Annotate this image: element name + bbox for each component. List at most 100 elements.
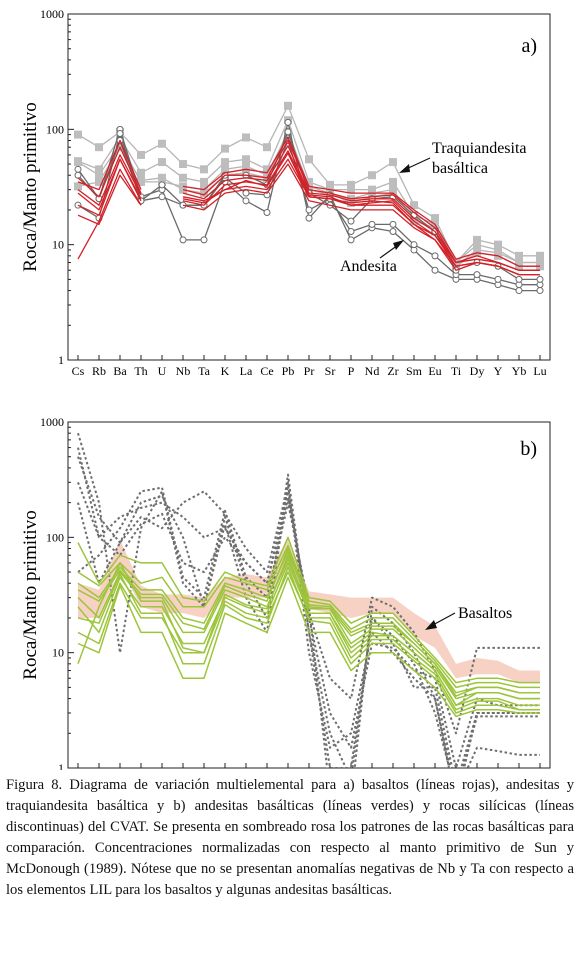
x-tick-label: Ce	[260, 364, 273, 378]
x-tick-label: Zr	[387, 364, 398, 378]
series-line-andesitas_basalticas	[77, 544, 540, 689]
point-traquiandesita	[74, 182, 82, 191]
point-traquiandesita	[95, 171, 103, 180]
x-tick-label: Pr	[304, 364, 315, 378]
series-line-andesitas_basalticas	[77, 536, 540, 684]
panel-b-y-tick-labels: 1 10 100 1000	[40, 415, 64, 770]
point-andesita	[74, 171, 82, 179]
series-line-andesitas_basalticas	[77, 547, 540, 697]
panel-a-label: a)	[521, 35, 537, 57]
panel-b-basalt-shading	[78, 537, 540, 683]
x-tick-label: Ti	[451, 364, 462, 378]
point-andesita	[179, 236, 187, 244]
point-traquiandesita	[242, 162, 250, 171]
x-tick-label: U	[158, 364, 167, 378]
point-traquiandesita	[74, 158, 82, 167]
annotation-andesita-arrowhead	[393, 240, 404, 250]
annotation-traquiandesita-arrowhead	[399, 164, 410, 173]
panel-a-x-tick-labels: Cs Rb Ba Th U Nb Ta K La Ce Pb Pr Sr P Nd Zr Sm Eu Ti Dy Y Yb…	[72, 364, 547, 378]
point-traquiandesita	[200, 177, 208, 186]
chart-panel-a: 1 10 100 1000 Cs Rb Ba Th U Nb Ta K La Ce Pb Pr Sr P Nd Zr…	[20, 7, 551, 378]
point-andesita	[305, 206, 313, 214]
series-line-andesitas_basalticas	[77, 558, 540, 700]
point-andesita	[410, 241, 418, 249]
x-tick-label: La	[240, 364, 253, 378]
point-traquiandesita	[536, 258, 544, 267]
point-traquiandesita	[200, 165, 208, 174]
point-andesita	[347, 228, 355, 236]
x-tick-label: K	[221, 364, 230, 378]
y-tick-label: 1	[58, 353, 64, 367]
point-andesita	[242, 197, 250, 205]
y-tick-label: 100	[46, 122, 64, 136]
point-traquiandesita	[158, 139, 166, 148]
x-tick-label: Dy	[470, 364, 485, 378]
x-tick-label: Y	[494, 364, 503, 378]
x-tick-label: Rb	[92, 364, 106, 378]
point-andesita	[179, 201, 187, 209]
point-andesita	[431, 252, 439, 260]
x-tick-label: Th	[134, 364, 147, 378]
x-tick-label: Nd	[365, 364, 380, 378]
point-traquiandesita	[179, 173, 187, 182]
point-andesita	[305, 214, 313, 222]
annotation-traquiandesita-line2: basáltica	[432, 160, 488, 177]
point-traquiandesita	[158, 158, 166, 167]
point-andesita	[263, 209, 271, 217]
point-andesita	[494, 275, 502, 283]
point-andesita	[284, 128, 292, 136]
point-andesita	[347, 217, 355, 225]
point-traquiandesita	[536, 251, 544, 260]
x-tick-label: Lu	[533, 364, 546, 378]
series-line-silicicas	[77, 456, 540, 768]
y-tick-label: 1000	[40, 7, 64, 21]
figure-caption: Figura 8. Diagrama de variación multiele…	[6, 777, 574, 898]
x-tick-label: Yb	[512, 364, 527, 378]
point-andesita	[242, 189, 250, 197]
point-andesita	[347, 236, 355, 244]
point-traquiandesita	[515, 251, 523, 260]
x-tick-label: P	[348, 364, 355, 378]
x-tick-label: Cs	[72, 364, 85, 378]
series-line-andesitas_basalticas	[77, 576, 540, 718]
point-traquiandesita	[221, 144, 229, 153]
panel-a-ticks	[68, 18, 541, 361]
point-traquiandesita	[410, 201, 418, 210]
point-traquiandesita	[242, 155, 250, 164]
point-andesita	[74, 201, 82, 209]
panel-b-series	[77, 432, 540, 768]
panel-a-ylabel: Roca/Manto primitivo	[20, 102, 41, 271]
y-tick-label: 1000	[40, 415, 64, 429]
series-line-andesitas_basalticas	[77, 571, 540, 711]
point-traquiandesita	[389, 158, 397, 167]
point-andesita	[158, 181, 166, 189]
point-traquiandesita	[368, 171, 376, 180]
point-andesita	[158, 193, 166, 201]
point-andesita	[389, 228, 397, 236]
point-traquiandesita	[221, 158, 229, 167]
panel-b-label: b)	[520, 438, 537, 460]
point-andesita	[431, 266, 439, 274]
y-tick-label: 10	[52, 238, 64, 252]
x-tick-label: Eu	[428, 364, 441, 378]
panel-b-ticks	[68, 426, 541, 769]
point-andesita	[536, 287, 544, 295]
panel-b-ylabel: Roca/Manto primitivo	[20, 510, 41, 679]
panel-a-y-tick-labels: 1 10 100 1000	[40, 7, 64, 367]
point-traquiandesita	[179, 160, 187, 169]
panel-a-series	[74, 101, 544, 295]
point-traquiandesita	[137, 150, 145, 159]
figure-8: 1 10 100 1000 Cs Rb Ba Th U Nb Ta K La Ce Pb Pr Sr P Nd Zr…	[20, 7, 551, 770]
series-line-basaltos	[77, 139, 540, 271]
y-tick-label: 1	[58, 761, 64, 770]
series-line-basaltos	[77, 136, 540, 267]
annotation-basaltos-arrowhead	[425, 620, 437, 630]
point-andesita	[536, 275, 544, 283]
series-line-basaltos	[77, 163, 540, 276]
x-tick-label: Sr	[325, 364, 336, 378]
point-andesita	[515, 275, 523, 283]
point-traquiandesita	[284, 101, 292, 110]
point-traquiandesita	[137, 168, 145, 177]
point-traquiandesita	[305, 155, 313, 164]
